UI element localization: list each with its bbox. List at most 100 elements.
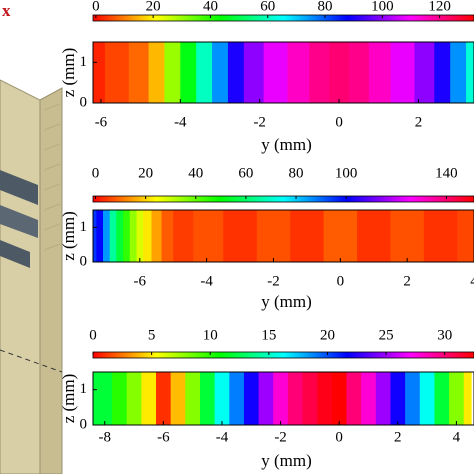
field-cell xyxy=(136,210,144,262)
plot-frame xyxy=(92,209,474,263)
field-cell xyxy=(214,372,230,425)
field-cell xyxy=(223,210,258,262)
x-tick-label: -6 xyxy=(157,429,170,445)
colorbar-tick-label: 40 xyxy=(188,165,203,181)
field-cell xyxy=(156,372,172,425)
field-cell xyxy=(123,210,131,262)
x-tick-label: 2 xyxy=(403,273,411,289)
field-cell xyxy=(229,372,245,425)
field-cell xyxy=(143,210,153,262)
x-tick-label: 0 xyxy=(335,114,343,130)
y-tick-label: 1 xyxy=(80,381,88,397)
field-cell xyxy=(331,372,348,425)
field-cell xyxy=(93,42,106,103)
field-cell xyxy=(463,372,472,425)
x-axis-label: y (mm) xyxy=(261,292,312,311)
x-tick-label: -8 xyxy=(98,429,111,445)
field-cell xyxy=(93,210,97,262)
x-tick-label: -4 xyxy=(200,273,213,289)
field-cell xyxy=(287,372,304,425)
field-cell xyxy=(258,372,274,425)
field-cell xyxy=(112,372,128,425)
field-cell xyxy=(109,210,117,262)
field-cell xyxy=(348,42,370,103)
field-cell xyxy=(368,42,392,103)
x-tick-label: -2 xyxy=(267,273,280,289)
colorbar-tick-label: 20 xyxy=(146,0,161,14)
field-cell xyxy=(329,42,350,103)
field-cell xyxy=(173,210,194,262)
field-cell xyxy=(128,42,150,103)
colorbar xyxy=(92,195,474,203)
field-cell xyxy=(449,372,465,425)
colorbar-tick-label: 0 xyxy=(89,327,97,343)
x-axis-label: y (mm) xyxy=(261,135,312,154)
field-cell xyxy=(170,372,186,425)
colorbar-tick-label: 5 xyxy=(148,327,156,343)
field-cell xyxy=(148,42,166,103)
y-tick-label: 0 xyxy=(80,253,88,269)
y-tick-label: 0 xyxy=(80,94,88,110)
field-cell xyxy=(193,210,224,262)
y-axis-label: z (mm) xyxy=(59,48,78,98)
field-cell xyxy=(93,372,100,425)
y-tick-label: 1 xyxy=(80,219,88,235)
field-cell xyxy=(317,372,333,425)
field-cell xyxy=(126,372,142,425)
y-tick-label: 1 xyxy=(80,54,88,70)
field-cell xyxy=(103,210,111,262)
field-cell xyxy=(457,210,474,262)
field-cell xyxy=(212,42,229,103)
field-cell xyxy=(302,372,318,425)
field-cell xyxy=(375,372,392,425)
field-cell xyxy=(161,210,174,262)
field-cell xyxy=(287,42,310,103)
x-tick-label: -2 xyxy=(253,114,266,130)
field-cell xyxy=(434,42,451,103)
colorbar-tick-label: 60 xyxy=(260,0,275,14)
plot-frame xyxy=(92,41,474,104)
field-cell xyxy=(290,210,325,262)
field-cell xyxy=(419,372,436,425)
device-illustration xyxy=(0,79,63,474)
colorbar-tick-label: 60 xyxy=(238,165,253,181)
y-tick-label: 0 xyxy=(80,416,88,432)
colorbar-tick-label: 10 xyxy=(203,327,218,343)
x-tick-label: -6 xyxy=(134,273,147,289)
axis-label: x xyxy=(2,1,11,20)
field-cell xyxy=(104,42,130,103)
field-cell xyxy=(390,42,416,103)
x-tick-label: 0 xyxy=(337,273,345,289)
x-tick-label: -4 xyxy=(174,114,187,130)
plot-frame xyxy=(92,371,474,426)
field-cell xyxy=(151,210,163,262)
field-cell xyxy=(98,372,113,425)
field-cell xyxy=(180,42,197,103)
colorbar-tick-label: 80 xyxy=(289,165,304,181)
colorbar-tick-label: 15 xyxy=(261,327,276,343)
field-cell xyxy=(116,210,124,262)
x-axis-label: y (mm) xyxy=(261,451,312,470)
field-cell xyxy=(263,42,289,103)
field-cell xyxy=(323,210,358,262)
y-axis-label: z (mm) xyxy=(59,211,78,261)
field-cell xyxy=(309,42,330,103)
colorbar-tick-label: 30 xyxy=(437,327,452,343)
field-cell xyxy=(227,42,245,103)
colorbar-tick-label: 140 xyxy=(435,165,458,181)
field-cell xyxy=(434,372,450,425)
field-cell xyxy=(414,42,435,103)
colorbar xyxy=(92,351,474,359)
field-cell xyxy=(390,372,406,425)
colorbar xyxy=(92,14,474,22)
x-tick-label: 4 xyxy=(470,273,474,289)
colorbar-tick-label: 40 xyxy=(203,0,218,14)
field-cell xyxy=(129,210,138,262)
field-cell xyxy=(466,42,474,103)
field-cell xyxy=(346,372,362,425)
x-tick-label: 2 xyxy=(415,114,423,130)
x-tick-label: 2 xyxy=(394,429,402,445)
field-cell xyxy=(164,42,181,103)
